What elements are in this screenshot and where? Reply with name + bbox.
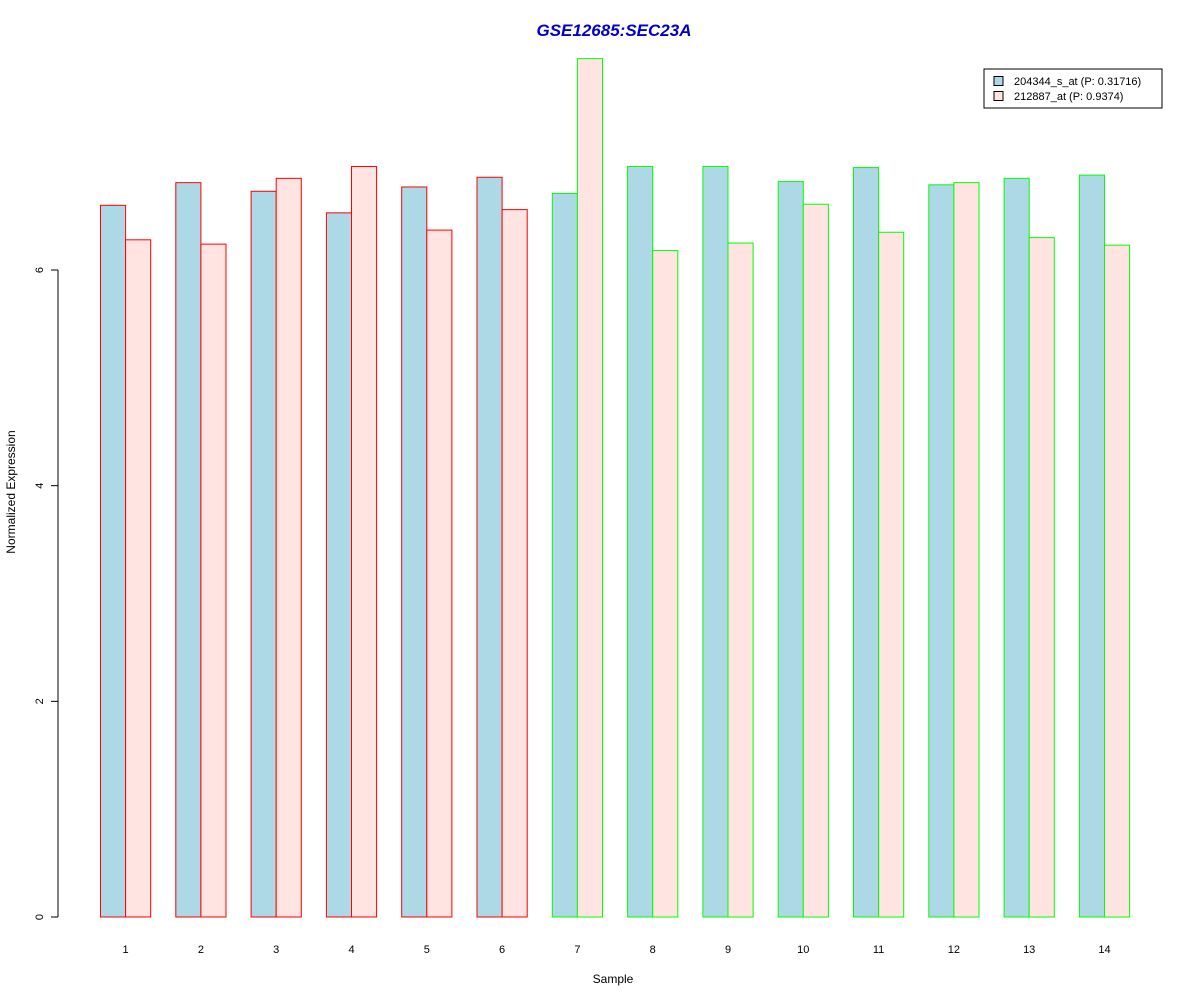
y-tick-label: 6 xyxy=(34,267,46,273)
bar-sample-12-series-1 xyxy=(928,184,955,918)
legend-swatch xyxy=(993,76,1004,86)
bar-sample-10-series-1 xyxy=(777,181,804,918)
x-tick-label: 11 xyxy=(873,944,884,956)
y-tick-label: 4 xyxy=(34,483,46,489)
x-tick-label: 7 xyxy=(574,944,580,956)
bar-sample-14-series-2 xyxy=(1104,244,1131,918)
bar-sample-14-series-1 xyxy=(1078,174,1106,918)
x-tick-label: 2 xyxy=(198,944,204,956)
y-tick-label: 2 xyxy=(34,698,46,704)
bar-sample-7-series-2 xyxy=(576,58,604,918)
bar-sample-8-series-2 xyxy=(652,250,679,918)
bar-sample-6-series-1 xyxy=(476,176,503,918)
x-tick-label: 12 xyxy=(948,944,960,956)
x-tick-label: 1 xyxy=(123,944,129,956)
legend-swatch xyxy=(993,91,1004,101)
legend-label: 212887_at (P: 0.9374) xyxy=(1014,91,1123,103)
x-tick-label: 13 xyxy=(1023,944,1035,956)
x-tick-label: 5 xyxy=(424,944,430,956)
y-tick-label: 0 xyxy=(34,914,46,920)
bar-sample-8-series-1 xyxy=(627,165,654,918)
x-tick-labels: 1 2 3 4 5 6 7 8 9 10 11 12 13 14 xyxy=(123,944,1111,956)
bar-sample-13-series-2 xyxy=(1028,237,1055,918)
bar-sample-2-series-1 xyxy=(175,182,202,918)
y-axis-label: Normalized Expression xyxy=(4,430,18,553)
bar-sample-7-series-1 xyxy=(551,192,578,918)
legend-label: 204344_s_at (P: 0.31716) xyxy=(1014,76,1141,88)
x-tick-label: 6 xyxy=(499,944,505,956)
bar-sample-9-series-2 xyxy=(727,242,754,918)
bar-sample-3-series-1 xyxy=(250,190,277,918)
bar-sample-10-series-2 xyxy=(802,203,829,918)
bar-sample-4-series-2 xyxy=(351,165,378,918)
bar-sample-13-series-1 xyxy=(1003,177,1030,918)
bars xyxy=(100,58,1131,918)
bar-sample-3-series-2 xyxy=(275,177,302,918)
x-tick-label: 10 xyxy=(797,944,809,956)
bar-sample-6-series-2 xyxy=(501,209,528,918)
bar-sample-11-series-1 xyxy=(853,167,880,918)
chart-title: GSE12685:SEC23A xyxy=(537,21,692,40)
bar-sample-12-series-2 xyxy=(953,182,980,918)
bar-sample-4-series-1 xyxy=(325,212,352,918)
bar-sample-1-series-1 xyxy=(100,204,127,918)
bar-sample-1-series-2 xyxy=(125,239,152,918)
bar-sample-11-series-2 xyxy=(878,231,905,918)
bar-sample-9-series-1 xyxy=(702,165,729,918)
legend: 204344_s_at (P: 0.31716) 212887_at (P: 0.… xyxy=(983,68,1163,109)
legend-box xyxy=(983,68,1163,109)
bar-sample-5-series-1 xyxy=(401,186,428,918)
x-axis-label: Sample xyxy=(593,972,634,986)
y-axis: 0 2 4 6 xyxy=(34,267,59,920)
bar-sample-2-series-2 xyxy=(200,243,227,918)
x-tick-label: 8 xyxy=(650,944,656,956)
x-tick-label: 3 xyxy=(273,944,279,956)
bar-sample-5-series-2 xyxy=(426,229,453,918)
x-tick-label: 4 xyxy=(348,944,354,956)
x-tick-label: 14 xyxy=(1098,944,1110,956)
x-tick-label: 9 xyxy=(725,944,731,956)
